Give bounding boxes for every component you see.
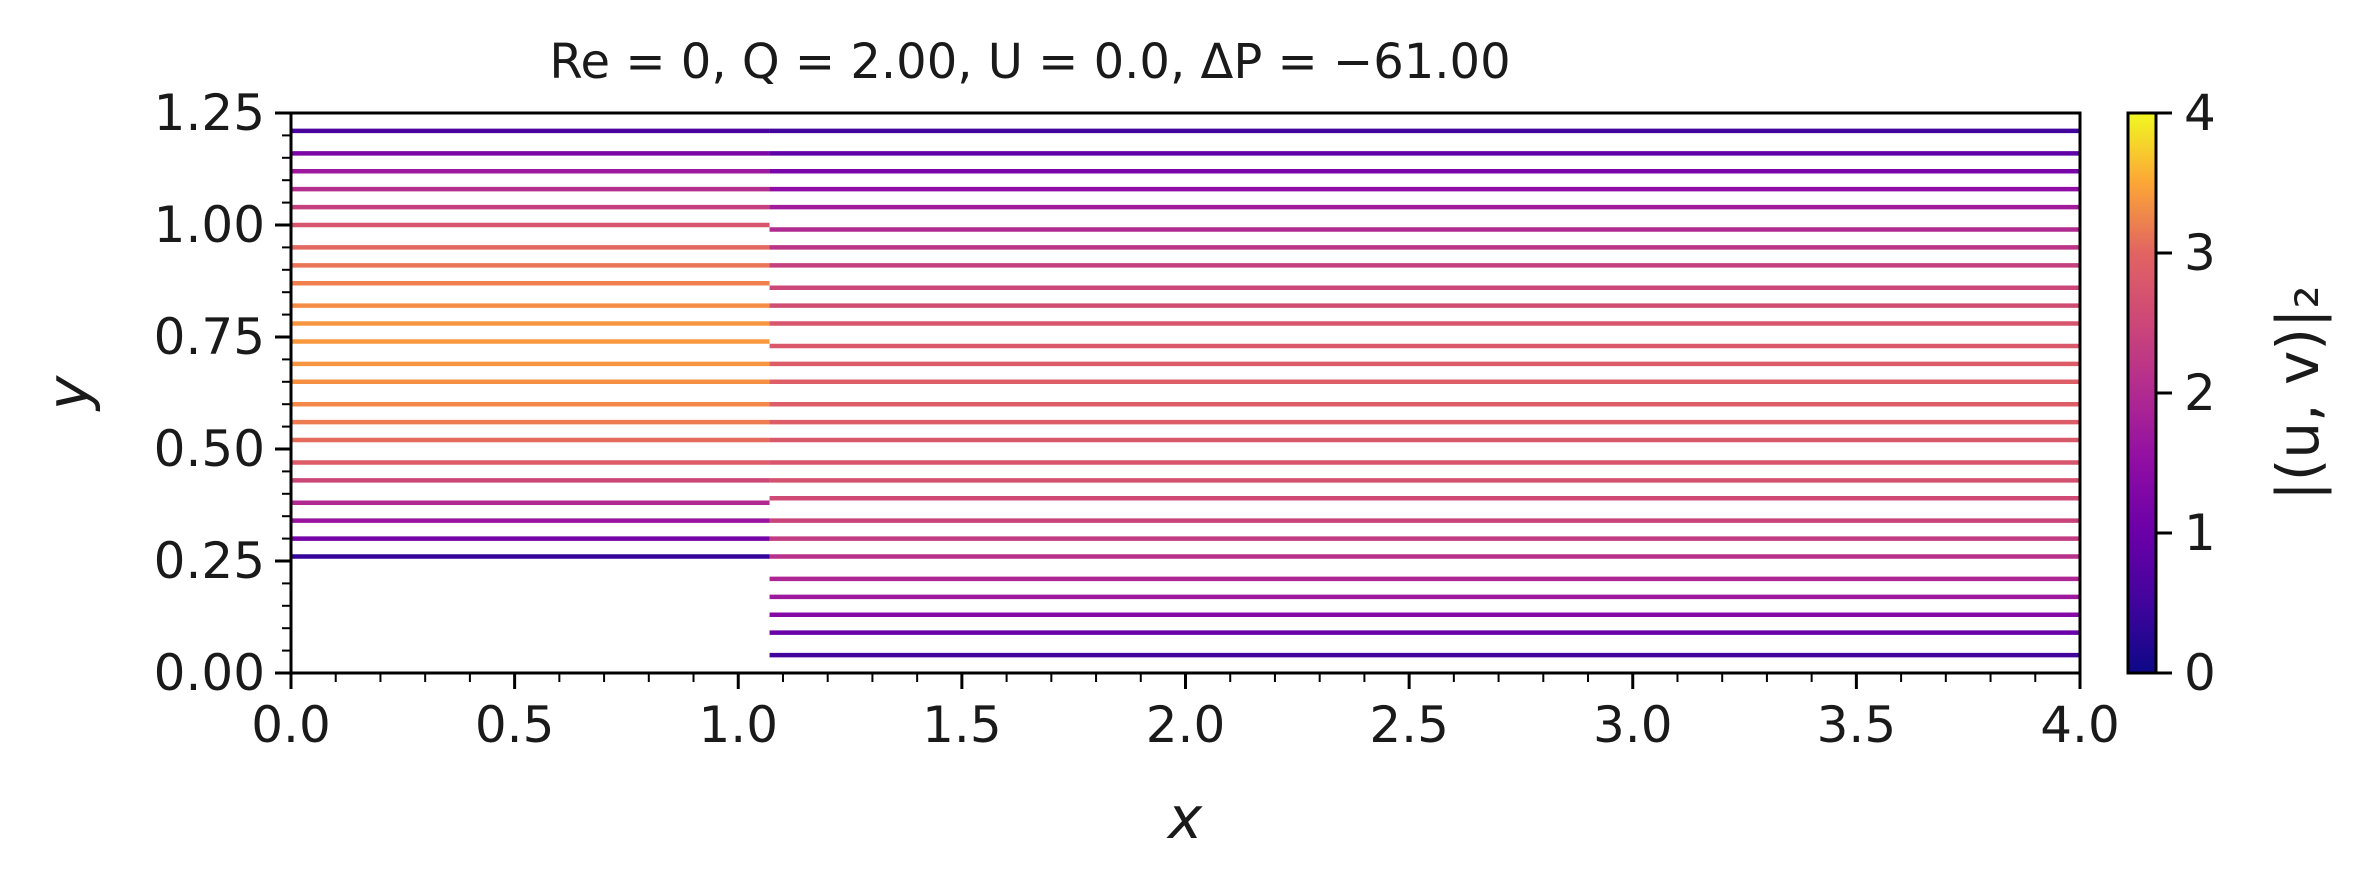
y-axis-label: y [34, 375, 102, 412]
colorbar-ticks: 0 1 2 3 4 [2156, 84, 2216, 702]
colorbar-label: |(u, v)|₂ [2264, 285, 2332, 501]
x-tick-label: 0.5 [475, 696, 555, 754]
y-tick-label: 1.25 [154, 84, 265, 142]
x-tick-label: 3.0 [1593, 696, 1673, 754]
colorbar-tick-label: 1 [2184, 504, 2216, 562]
plot-frame [289, 111, 2082, 675]
colorbar-tick-label: 2 [2184, 364, 2216, 422]
y-tick-label: 0.50 [154, 420, 265, 478]
streamlines [291, 128, 2080, 658]
x-tick-label: 2.5 [1369, 696, 1449, 754]
x-axis-label: x [1166, 784, 1203, 852]
chart-title: Re = 0, Q = 2.00, U = 0.0, ΔP = −61.00 [549, 34, 1510, 90]
colorbar-tick-label: 3 [2184, 224, 2216, 282]
x-tick-label: 1.5 [922, 696, 1002, 754]
x-tick-label: 3.5 [1817, 696, 1897, 754]
x-tick-label: 0.0 [251, 696, 331, 754]
x-tick-label: 4.0 [2040, 696, 2120, 754]
colorbar-tick-label: 4 [2184, 84, 2216, 142]
y-tick-label: 0.25 [154, 532, 265, 590]
x-tick-label: 1.0 [698, 696, 778, 754]
x-axis-ticks: 0.0 0.5 1.0 1.5 2.0 2.5 3.0 3.5 4.0 [251, 673, 2120, 754]
x-tick-label: 2.0 [1146, 696, 1226, 754]
y-tick-label: 0.00 [154, 644, 265, 702]
colorbar-tick-label: 0 [2184, 644, 2216, 702]
y-axis-ticks: 0.00 0.25 0.50 0.75 1.00 1.25 [154, 84, 291, 702]
y-tick-label: 1.00 [154, 196, 265, 254]
colorbar [2126, 111, 2158, 675]
y-tick-label: 0.75 [154, 308, 265, 366]
